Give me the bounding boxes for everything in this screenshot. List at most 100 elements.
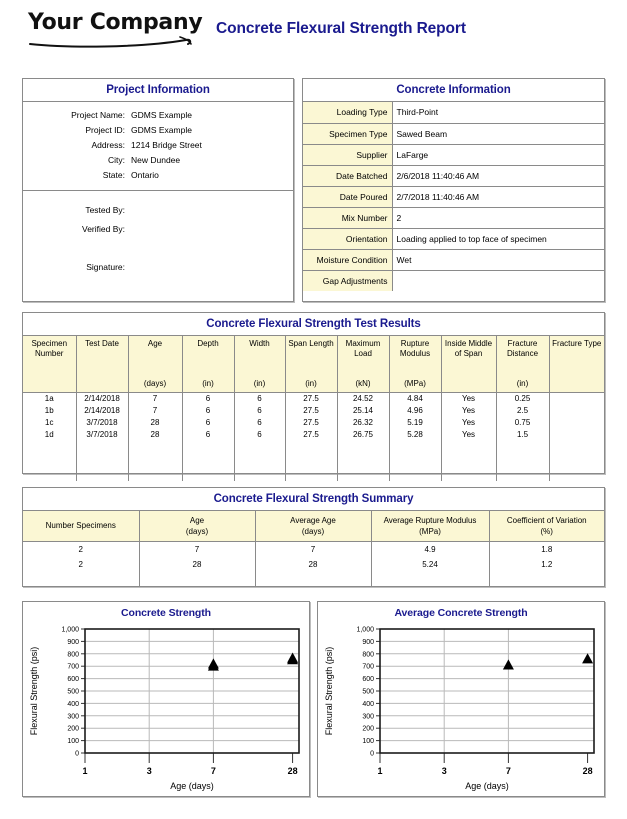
loading-type-label: Loading Type bbox=[303, 102, 393, 124]
signoff-row: Verified By: bbox=[23, 220, 293, 239]
x-tick-label: 28 bbox=[288, 766, 298, 776]
specimen-type-value: Sawed Beam bbox=[392, 123, 604, 145]
cell-depth: 6 bbox=[182, 416, 235, 429]
company-logo: Your Company bbox=[28, 8, 208, 54]
x-tick-label: 7 bbox=[506, 766, 511, 776]
table-header-row: Number Specimens Age (days) Average Age (d… bbox=[23, 511, 604, 542]
data-point-marker bbox=[207, 658, 219, 669]
project-info-row: City: New Dundee bbox=[23, 153, 293, 168]
signature-value[interactable] bbox=[131, 258, 293, 277]
address-value: 1214 Bridge Street bbox=[131, 140, 202, 150]
cell-width: 6 bbox=[234, 404, 286, 417]
cell-fracture-type bbox=[549, 392, 604, 405]
gap-adjustments-label: Gap Adjustments bbox=[303, 270, 393, 291]
signoff-spacer bbox=[23, 239, 293, 258]
col-average-age: Average Age (days) bbox=[255, 511, 372, 542]
data-point-marker bbox=[582, 653, 594, 664]
state-value: Ontario bbox=[131, 170, 159, 180]
cell-depth: 6 bbox=[182, 428, 235, 441]
average-concrete-strength-chart-title: Average Concrete Strength bbox=[394, 607, 528, 619]
filler-cell bbox=[285, 440, 338, 481]
date-poured-value: 2/7/2018 11:40:46 AM bbox=[392, 186, 604, 208]
cell-span-length: 27.5 bbox=[285, 404, 338, 417]
concrete-strength-chart-title: Concrete Strength bbox=[121, 607, 211, 619]
signoff-row: Tested By: bbox=[23, 201, 293, 220]
filler-cell bbox=[489, 572, 604, 586]
cell-inside-middle-of-span: Yes bbox=[441, 404, 497, 417]
y-axis-label: Flexural Strength (psi) bbox=[29, 647, 39, 736]
cell-test-date: 3/7/2018 bbox=[76, 428, 129, 441]
filler-cell bbox=[496, 440, 550, 481]
cell-span-length: 27.5 bbox=[285, 392, 338, 405]
y-tick-label: 1,000 bbox=[356, 627, 374, 634]
x-tick-label: 3 bbox=[442, 766, 447, 776]
page-title: Concrete Flexural Strength Report bbox=[216, 20, 466, 37]
city-value: New Dundee bbox=[131, 155, 181, 165]
tested-by-label: Tested By: bbox=[85, 205, 125, 215]
project-information-panel: Project Information Project Name: GDMS E… bbox=[22, 78, 294, 302]
x-tick-label: 1 bbox=[377, 766, 382, 776]
plot-frame bbox=[84, 628, 300, 754]
cell-average-rupture-modulus: 4.9 bbox=[371, 541, 490, 557]
test-results-panel: Concrete Flexural Strength Test Results … bbox=[22, 312, 605, 481]
signature-label: Signature: bbox=[86, 262, 125, 272]
test-results-table: Specimen Number Test Date Age (days) Dept… bbox=[23, 336, 604, 481]
orientation-label: Orientation bbox=[303, 228, 393, 250]
tested-by-value[interactable] bbox=[131, 201, 293, 220]
specimen-type-label: Specimen Type bbox=[303, 123, 393, 145]
cell-width: 6 bbox=[234, 416, 286, 429]
y-tick-label: 300 bbox=[362, 713, 374, 720]
col-span-length: Span Length (in) bbox=[285, 336, 338, 393]
signoff-row: Signature: bbox=[23, 258, 293, 277]
y-axis-label: Flexural Strength (psi) bbox=[324, 647, 334, 736]
average-concrete-strength-chart-panel: Average Concrete Strength Flexural Stren… bbox=[317, 601, 605, 797]
y-tick-label: 500 bbox=[67, 689, 79, 696]
col-rupture-modulus: Rupture Modulus (MPa) bbox=[389, 336, 442, 393]
concrete-information-panel: Concrete Information Loading Type Third-… bbox=[302, 78, 605, 302]
loading-type-value: Third-Point bbox=[392, 102, 604, 124]
project-id-label: Project ID: bbox=[85, 125, 125, 135]
cell-inside-middle-of-span: Yes bbox=[441, 428, 497, 441]
cell-test-date: 3/7/2018 bbox=[76, 416, 129, 429]
y-tick-label: 600 bbox=[362, 676, 374, 683]
mix-number-value: 2 bbox=[392, 207, 604, 229]
cell-depth: 6 bbox=[182, 404, 235, 417]
cell-maximum-load: 26.32 bbox=[337, 416, 390, 429]
filler-cell bbox=[23, 440, 77, 481]
x-tick-label: 3 bbox=[147, 766, 152, 776]
cell-fracture-type bbox=[549, 417, 604, 429]
table-row: Loading Type Third-Point bbox=[303, 102, 604, 124]
average-concrete-strength-chart: Flexural Strength (psi) 0 100 200 300 400 500 6… bbox=[324, 627, 595, 791]
filler-cell bbox=[128, 440, 183, 481]
table-row: 1a 2/14/2018 7 6 6 27.5 24.52 4.84 Yes 0… bbox=[23, 392, 604, 405]
filler-cell bbox=[549, 441, 604, 481]
x-axis-label: Age (days) bbox=[170, 781, 214, 791]
verified-by-value[interactable] bbox=[131, 220, 293, 239]
cell-fracture-distance: 0.75 bbox=[496, 416, 550, 429]
table-row: Date Poured 2/7/2018 11:40:46 AM bbox=[303, 186, 604, 208]
table-row: 2 28 28 5.24 1.2 bbox=[23, 556, 604, 572]
plot-frame bbox=[379, 628, 595, 754]
filler-cell bbox=[76, 440, 129, 481]
cell-fracture-distance: 2.5 bbox=[496, 404, 550, 417]
x-tick-label: 1 bbox=[82, 766, 87, 776]
cell-fracture-type bbox=[549, 429, 604, 441]
state-label: State: bbox=[102, 170, 125, 180]
col-width: Width (in) bbox=[234, 336, 286, 393]
y-tick-label: 900 bbox=[362, 639, 374, 646]
filler-cell bbox=[23, 571, 140, 586]
filler-cell bbox=[182, 440, 235, 481]
col-inside-middle-of-span: Inside Middle of Span bbox=[441, 336, 497, 393]
concrete-information-title: Concrete Information bbox=[303, 79, 604, 102]
col-maximum-load: Maximum Load (kN) bbox=[337, 336, 390, 393]
summary-table: Number Specimens Age (days) Average Age (d… bbox=[23, 511, 604, 586]
table-filler-row bbox=[23, 571, 604, 586]
company-logo-text: Your Company bbox=[28, 10, 203, 35]
filler-cell bbox=[234, 440, 286, 481]
table-row: 1b 2/14/2018 7 6 6 27.5 25.14 4.96 Yes 2… bbox=[23, 404, 604, 417]
cell-specimen-number: 1d bbox=[23, 428, 77, 441]
y-tick-label: 0 bbox=[370, 751, 374, 758]
signoff-body: Tested By: Verified By: Signature: bbox=[23, 191, 293, 277]
data-point-marker bbox=[502, 659, 514, 670]
x-tick-label: 28 bbox=[583, 766, 593, 776]
